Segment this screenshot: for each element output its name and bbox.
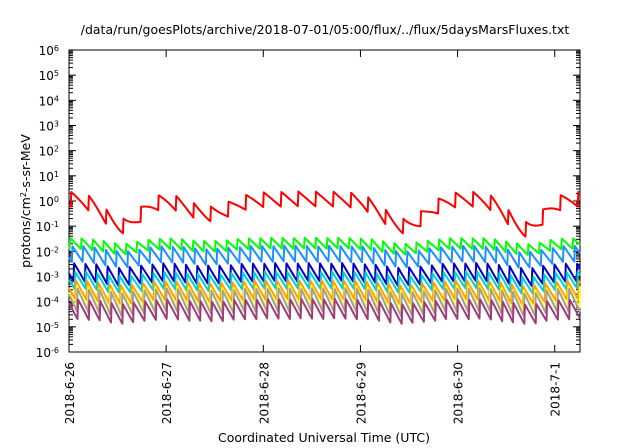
y-tick-label: 106 bbox=[39, 44, 59, 59]
y-tick-label: 10-5 bbox=[36, 320, 59, 335]
y-tick-label: 100 bbox=[39, 195, 59, 210]
y-tick-label: 10-1 bbox=[36, 220, 59, 235]
x-tick-label: 2018-6-28 bbox=[257, 362, 271, 424]
x-tick-label: 2018-6-30 bbox=[452, 362, 466, 424]
series-layer bbox=[68, 190, 581, 325]
x-tick-label: 2018-6-29 bbox=[354, 362, 368, 424]
y-axis-label-tail: -s-sr-MeV bbox=[18, 134, 33, 192]
y-tick-label: 101 bbox=[39, 169, 59, 184]
series-line-5 bbox=[68, 279, 581, 306]
y-tick-label: 10-3 bbox=[36, 270, 59, 285]
chart-title: /data/run/goesPlots/archive/2018-07-01/0… bbox=[81, 22, 570, 37]
y-tick-label: 104 bbox=[39, 94, 59, 109]
y-axis-label-superscript: 2 bbox=[19, 192, 28, 197]
x-tick-label: 2018-6-27 bbox=[160, 362, 174, 424]
y-tick-label: 105 bbox=[39, 69, 59, 84]
y-axis-label: protons/cm2-s-sr-MeV bbox=[18, 134, 33, 268]
series-line-3 bbox=[68, 261, 581, 287]
x-axis-label: Coordinated Universal Time (UTC) bbox=[218, 430, 430, 445]
y-tick-label: 103 bbox=[39, 119, 59, 134]
y-axis: 10-6 10-5 10-4 10-3 10-2 10-1 100 101 102 103 104 1… bbox=[36, 44, 580, 361]
series-line-8 bbox=[68, 297, 581, 325]
y-tick-label: 10-4 bbox=[36, 295, 59, 310]
series-line-4 bbox=[68, 270, 581, 295]
y-tick-label: 10-6 bbox=[36, 346, 59, 361]
series-line-1 bbox=[68, 236, 581, 256]
y-tick-label: 102 bbox=[39, 144, 59, 159]
x-tick-label: 2018-6-26 bbox=[63, 362, 77, 424]
x-tick-label: 2018-7-1 bbox=[549, 362, 563, 416]
y-tick-label: 10-2 bbox=[36, 245, 59, 260]
series-line-0 bbox=[68, 190, 581, 238]
x-axis: 2018-6-26 2018-6-27 2018-6-28 2018-6-29 2018… bbox=[63, 50, 563, 424]
series-line-7 bbox=[68, 287, 581, 318]
y-axis-label-main: protons/cm bbox=[18, 197, 33, 268]
series-line-2 bbox=[68, 244, 581, 269]
